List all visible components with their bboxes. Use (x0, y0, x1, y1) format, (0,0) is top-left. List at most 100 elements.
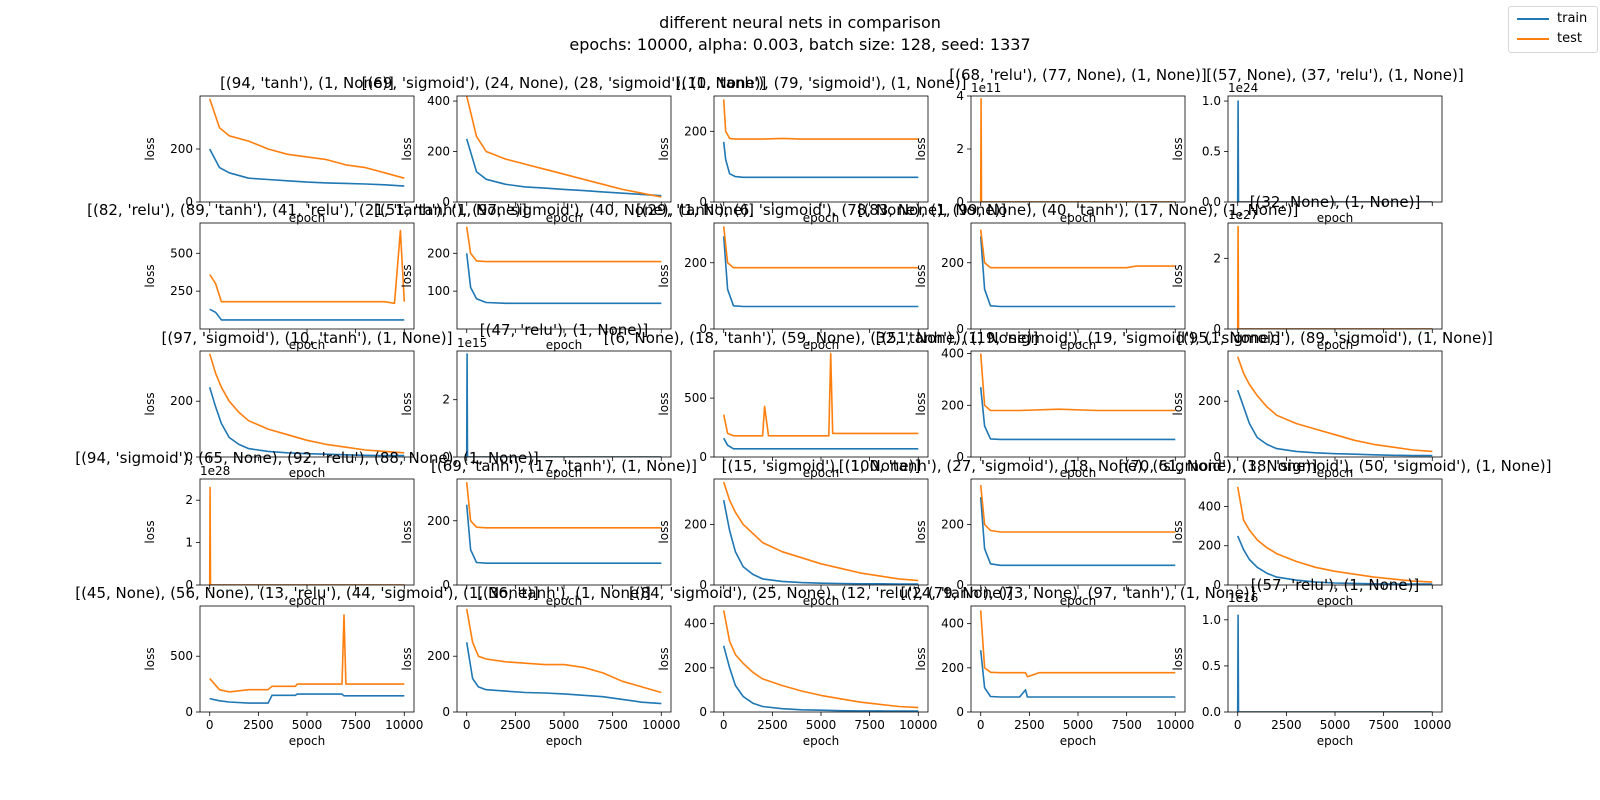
series-test-line (208, 98, 405, 179)
subplot-title: [(57, 'relu'), (1, None)] (1251, 576, 1419, 594)
y-axis-label: loss (1171, 520, 1185, 543)
y-tick-label: 0 (185, 450, 193, 464)
y-tick-label: 200 (170, 142, 193, 156)
series-group (1236, 614, 1433, 712)
series-train-line (465, 253, 662, 305)
y-tick-label: 0 (185, 705, 193, 719)
subplot-title: [(45, None), (56, None), (13, 'relu'), (… (75, 584, 539, 602)
y-axis-label: loss (143, 264, 157, 287)
series-test-line (465, 226, 662, 263)
subplot-title: [(70, 'sigmoid'), (38, 'sigmoid'), (50, … (1119, 457, 1552, 475)
x-tick-label: 7500 (1368, 718, 1399, 732)
x-axis-label: epoch (289, 211, 326, 225)
series-group (208, 98, 405, 187)
y-axis-label: loss (1171, 647, 1185, 670)
y-offset-label: 1e24 (1228, 81, 1258, 95)
x-tick-label: 10000 (642, 718, 680, 732)
subplot-24: 0 200 400 0 2500 5000 7500 10000 epoch loss [(24, … (900, 584, 1255, 748)
series-train-line (209, 308, 405, 321)
series-group (979, 229, 1176, 308)
x-tick-label: 5000 (1320, 718, 1351, 732)
subplot-title: [(69, 'tanh'), (17, 'tanh'), (1, None)] (431, 457, 697, 475)
x-axis-label: epoch (1317, 594, 1354, 608)
series-train-line (465, 642, 662, 705)
x-tick-label: 10000 (385, 718, 423, 732)
x-axis-label: epoch (546, 594, 583, 608)
y-axis-label: loss (400, 137, 414, 160)
series-test-line (722, 99, 919, 140)
series-group (208, 353, 405, 457)
y-tick-label: 0 (442, 450, 450, 464)
series-test-line (722, 610, 919, 709)
x-axis-label: epoch (803, 734, 840, 748)
x-tick-label: 7500 (340, 718, 371, 732)
y-axis-label: loss (914, 647, 928, 670)
y-tick-label: 200 (427, 246, 450, 260)
series-group (1236, 486, 1433, 585)
y-axis-label: loss (1171, 392, 1185, 415)
series-group (1236, 225, 1433, 329)
y-tick-label: 200 (1198, 394, 1221, 408)
subplot-22: 0 200 0 2500 5000 7500 10000 epoch loss [(36, 'ta… (400, 584, 680, 748)
series-test-line (209, 229, 406, 305)
series-group (1236, 356, 1433, 457)
subplot-3: 0 200 epoch loss [(10, 'tanh'), (79, 'sigmoi… (657, 74, 966, 225)
series-group (465, 608, 662, 705)
axes-frame (199, 95, 415, 203)
y-offset-label: 1e16 (1228, 591, 1258, 605)
y-tick-label: 0 (699, 195, 707, 209)
series-train-line (722, 236, 919, 308)
y-axis-label: loss (914, 392, 928, 415)
axes-frame (456, 350, 672, 458)
subplot-title: [(84, 'sigmoid'), (25, None), (12, 'relu… (629, 584, 1013, 602)
axes-frame (456, 478, 672, 586)
series-test-line (465, 608, 662, 694)
series-group (722, 352, 919, 450)
y-tick-label: 500 (170, 649, 193, 663)
y-tick-label: 400 (1198, 499, 1221, 513)
y-axis-label: loss (1171, 264, 1185, 287)
series-test-line (979, 97, 1176, 202)
x-axis-label: epoch (1060, 466, 1097, 480)
y-tick-label: 400 (941, 347, 964, 361)
y-tick-label: 200 (941, 256, 964, 270)
y-tick-label: 0.5 (1202, 145, 1221, 159)
series-test-line (1236, 225, 1433, 329)
axes-frame (713, 95, 929, 203)
y-tick-label: 250 (170, 284, 193, 298)
x-tick-label: 0 (206, 718, 214, 732)
y-axis-label: loss (657, 647, 671, 670)
y-axis-label: loss (400, 520, 414, 543)
y-tick-label: 0 (956, 705, 964, 719)
axes-frame (1227, 350, 1443, 458)
x-axis-label: epoch (546, 734, 583, 748)
subplot-2: 0 200 400 epoch loss [(69, 'sigmoid'), (24, N… (362, 74, 767, 225)
y-tick-label: 200 (684, 124, 707, 138)
subplot-15: 0 200 epoch loss [(95, 'sigmoid'), (89, 'sig… (1171, 329, 1493, 480)
x-tick-label: 5000 (1063, 718, 1094, 732)
axes-frame (713, 350, 929, 458)
x-axis-label: epoch (803, 466, 840, 480)
axes-frame (970, 222, 1186, 330)
subplot-title: [(82, 'relu'), (89, 'tanh'), (41, 'relu'… (87, 201, 527, 219)
x-axis-label: epoch (289, 734, 326, 748)
series-group (722, 610, 919, 712)
series-group (465, 96, 662, 198)
y-tick-label: 1.0 (1202, 613, 1221, 627)
x-axis-label: epoch (1317, 466, 1354, 480)
subplot-18: 0 200 epoch loss [(15, 'sigmoid'), (1, None)… (657, 457, 929, 608)
y-axis-label: loss (400, 392, 414, 415)
series-train-line (1236, 614, 1433, 712)
y-axis-label: loss (657, 392, 671, 415)
subplot-title: [(32, None), (1, None)] (1250, 193, 1421, 211)
subplot-4: 0 2 4 epoch loss 1e11[(68, 'relu'), (77, None… (914, 66, 1207, 225)
legend-label-test: test (1557, 31, 1582, 46)
x-axis-label: epoch (803, 211, 840, 225)
x-tick-label: 2500 (243, 718, 274, 732)
series-group (209, 614, 405, 704)
y-tick-label: 0 (442, 195, 450, 209)
x-tick-label: 10000 (899, 718, 937, 732)
y-tick-label: 500 (170, 246, 193, 260)
series-test-line (979, 485, 1176, 533)
